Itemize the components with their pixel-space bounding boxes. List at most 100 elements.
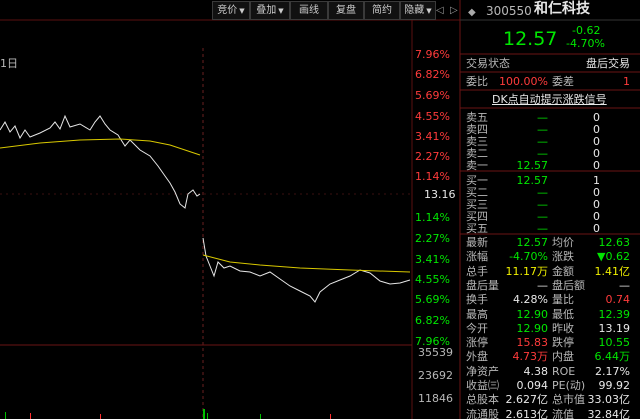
commission-cell: 委比 — [466, 75, 488, 88]
average-line — [202, 254, 411, 273]
quote-value: 2.17% — [595, 364, 630, 378]
quote-label: 最高 — [466, 307, 488, 321]
quote-label: 流值 — [552, 407, 574, 419]
order-price: — — [537, 222, 548, 235]
quote-value: 2.627亿 — [505, 393, 549, 407]
toolbar-button[interactable]: 复盘 — [328, 1, 364, 20]
quote-label: 总手 — [466, 264, 488, 278]
volume-axis-label: 35539 — [418, 346, 453, 359]
order-label: 买五 — [466, 222, 488, 235]
quote-value: 0.74 — [605, 293, 631, 307]
order-volume: 0 — [593, 123, 600, 136]
quote-label: 量比 — [552, 293, 574, 307]
axis-label: 1.14% — [415, 170, 450, 183]
axis-label: 6.82% — [415, 314, 450, 327]
quote-label: 涨停 — [466, 336, 488, 350]
commission-cell: 100.00% — [499, 75, 548, 88]
price-line — [0, 114, 201, 209]
order-label: 买一 — [466, 174, 488, 187]
order-price: 12.57 — [516, 174, 549, 187]
axis-label: 2.27% — [415, 232, 450, 245]
axis-label: 2.27% — [415, 150, 450, 163]
quote-value: 4.73万 — [512, 350, 549, 364]
order-label: 买四 — [466, 210, 488, 223]
quote-label: 最低 — [552, 307, 574, 321]
quote-label: 盘后量 — [466, 278, 499, 292]
order-volume: 0 — [593, 135, 600, 148]
order-volume: 0 — [593, 111, 600, 124]
nav-icon[interactable]: ◆ — [468, 7, 476, 18]
quote-value: 13.19 — [598, 321, 631, 335]
quote-value: 0.094 — [516, 379, 549, 392]
price-change: -0.62 — [572, 24, 601, 37]
toolbar-button[interactable]: 隐藏 ▼ — [400, 1, 436, 20]
stock-code: 300550 — [486, 4, 532, 18]
quote-value: -4.70% — [509, 250, 548, 264]
toolbar-button[interactable]: 画线 — [290, 1, 328, 20]
quote-value: 4.28% — [513, 293, 548, 307]
quote-value: 11.17万 — [505, 264, 549, 278]
quote-label: 今开 — [466, 321, 488, 335]
last-price: 12.57 — [503, 28, 558, 50]
order-price: — — [537, 186, 548, 199]
date-label: 1日 — [0, 57, 18, 70]
order-price: — — [537, 147, 548, 160]
quote-value: 4.38 — [523, 364, 549, 378]
order-volume: 0 — [593, 222, 600, 235]
quote-value: 12.63 — [598, 236, 631, 249]
order-volume: 1 — [593, 174, 600, 187]
quote-label: 换手 — [466, 293, 488, 307]
status-value: 盘后交易 — [586, 57, 630, 70]
signal-link[interactable]: DK点自动提示涨跌信号 — [492, 93, 607, 106]
axis-label: 7.96% — [415, 335, 450, 348]
toolbar-button[interactable]: 叠加 ▼ — [250, 1, 290, 20]
axis-label: 4.55% — [415, 273, 450, 286]
stock-name: 和仁科技 — [534, 1, 590, 17]
quote-label: 金额 — [552, 264, 574, 278]
quote-value: 2.613亿 — [505, 407, 549, 419]
quote-label: 涨幅 — [466, 250, 488, 264]
quote-value: 12.57 — [516, 236, 549, 249]
order-price: — — [537, 135, 548, 148]
axis-label: 13.16 — [424, 188, 456, 201]
quote-value: 99.92 — [598, 379, 631, 392]
order-label: 卖二 — [466, 147, 488, 160]
quote-value: 32.84亿 — [587, 407, 631, 419]
commission-cell: 1 — [623, 75, 630, 88]
dropdown-arrow[interactable]: ▼ — [426, 7, 432, 15]
axis-label: 3.41% — [415, 253, 450, 266]
order-volume: 0 — [593, 210, 600, 223]
change-percent: -4.70% — [566, 37, 605, 50]
quote-label: 总市值 — [552, 393, 585, 407]
order-volume: 0 — [593, 186, 600, 199]
axis-label: 5.69% — [415, 293, 450, 306]
dropdown-arrow[interactable]: ▼ — [239, 7, 245, 15]
order-volume: 0 — [593, 147, 600, 160]
quote-label: 总股本 — [466, 393, 499, 407]
quote-label: 流通股 — [466, 407, 499, 419]
volume-bars — [5, 409, 261, 419]
order-volume: 0 — [593, 198, 600, 211]
quote-value: 12.90 — [516, 321, 549, 335]
order-volume: 0 — [593, 159, 600, 172]
quote-label: 收益㈢ — [466, 379, 499, 392]
dropdown-arrow[interactable]: ▼ — [278, 7, 284, 15]
axis-label: 3.41% — [415, 130, 450, 143]
quote-value: 12.39 — [598, 307, 631, 321]
order-price: — — [537, 123, 548, 136]
toolbar-button[interactable]: 竞价 ▼ — [212, 1, 250, 20]
quote-label: PE(动) — [552, 379, 586, 392]
prev-arrow[interactable]: ◁ — [436, 5, 444, 16]
order-label: 买二 — [466, 186, 488, 199]
quote-label: 涨跌 — [552, 250, 574, 264]
quote-value: — — [619, 278, 630, 292]
quote-label: 盘后额 — [552, 278, 585, 292]
quote-value: ▼0.62 — [597, 250, 630, 264]
next-arrow[interactable]: ▷ — [450, 5, 458, 16]
order-label: 买三 — [466, 198, 488, 211]
axis-label: 7.96% — [415, 48, 450, 61]
quote-label: 均价 — [552, 236, 574, 249]
toolbar-button[interactable]: 简约 — [364, 1, 400, 20]
order-price: — — [537, 210, 548, 223]
